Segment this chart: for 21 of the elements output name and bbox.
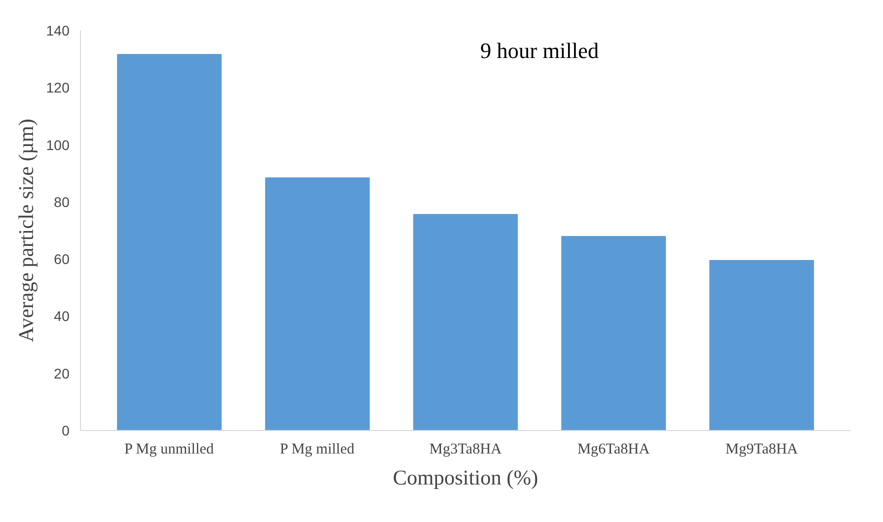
bar bbox=[561, 236, 666, 430]
annotation: 9 hour milled bbox=[480, 38, 599, 63]
x-tick-label: Mg9Ta8HA bbox=[726, 442, 798, 458]
bar bbox=[709, 260, 814, 430]
y-tick-label: 60 bbox=[54, 251, 70, 268]
bar bbox=[413, 214, 518, 430]
x-tick-label: P Mg unmilled bbox=[124, 442, 214, 458]
bar bbox=[117, 54, 222, 430]
x-tick-label: Mg6Ta8HA bbox=[577, 442, 650, 458]
x-tick-label: Mg3Ta8HA bbox=[429, 442, 502, 458]
y-tick-label: 80 bbox=[54, 194, 70, 210]
y-tick-label: 40 bbox=[54, 308, 70, 324]
bar bbox=[265, 177, 370, 430]
y-axis-title: Average particle size (µm) bbox=[14, 118, 38, 342]
x-tick-label: P Mg milled bbox=[280, 442, 355, 458]
y-tick-label: 100 bbox=[46, 136, 70, 153]
y-tick-label: 0 bbox=[62, 422, 70, 438]
x-axis-title: Composition (%) bbox=[392, 466, 538, 490]
y-tick-label: 20 bbox=[54, 365, 70, 382]
y-tick-label: 140 bbox=[46, 22, 70, 38]
y-tick-label: 120 bbox=[46, 80, 70, 96]
